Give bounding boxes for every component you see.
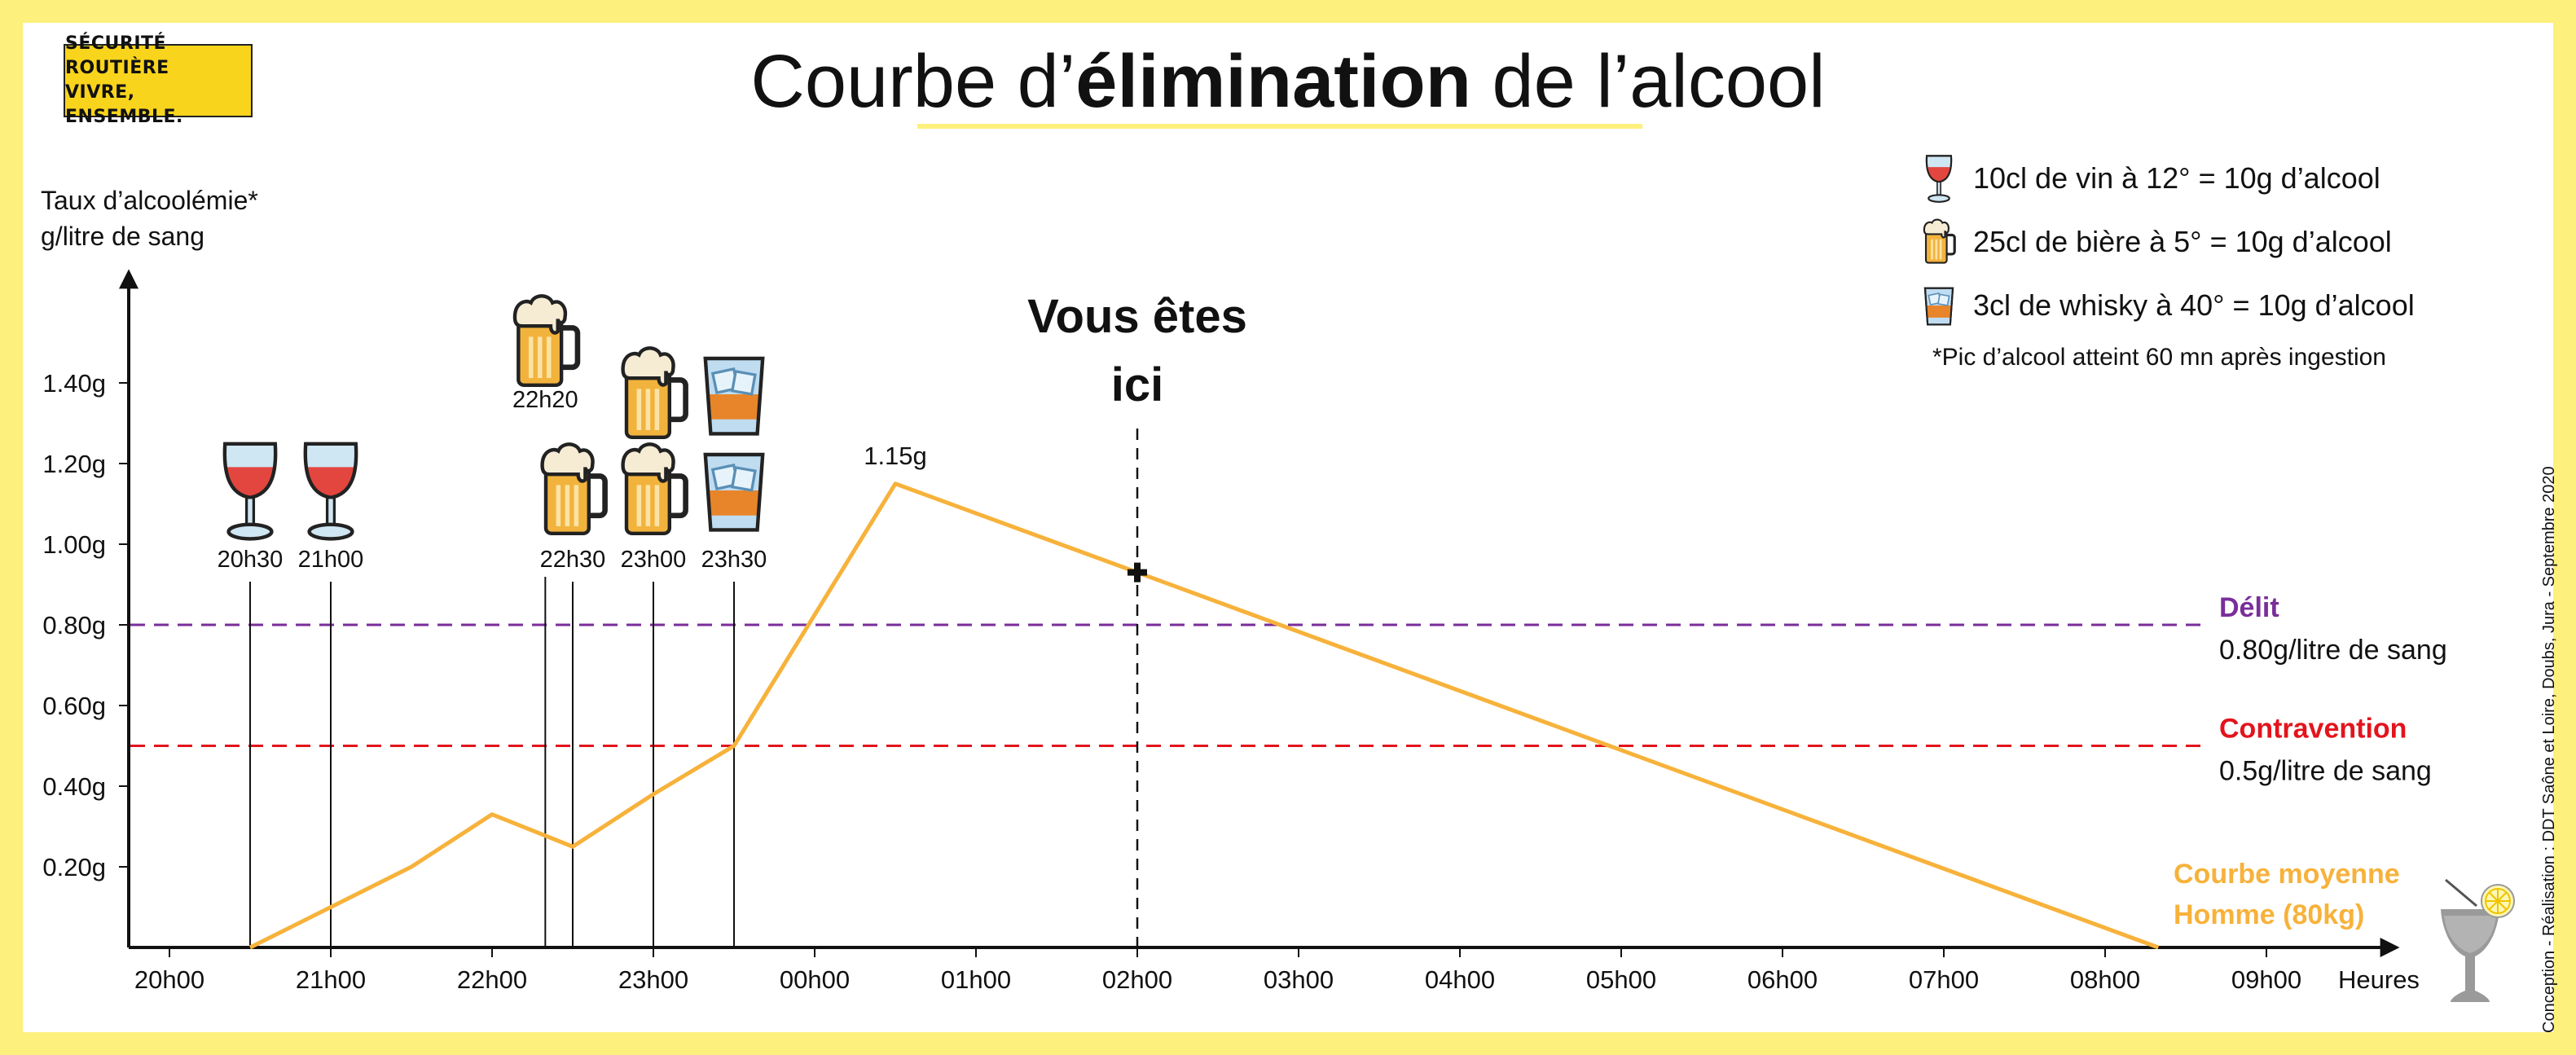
current-time-layer: Vous êtes ici (1027, 290, 1247, 947)
x-tick-label: 06h00 (1747, 965, 1818, 994)
x-tick-label: 07h00 (1909, 965, 1979, 994)
page-title: Courbe d’élimination de l’alcool (23, 39, 2553, 125)
x-tick-label: 01h00 (941, 965, 1011, 994)
y-tick-label: 0.20g (42, 853, 106, 881)
legend-label-beer: 25cl de bière à 5° = 10g d’alcool (1973, 225, 2392, 258)
drink-lines (249, 577, 735, 947)
beer-mug-icon (623, 348, 686, 437)
beer-mug-icon (543, 444, 605, 533)
bac-curve (248, 481, 2160, 950)
beer-mug-icon (1923, 218, 1956, 264)
y-tick-label: 0.40g (42, 772, 106, 801)
drink-icons: 20h30 21h00 22h20 22h30 23h00 23h30 (218, 296, 767, 573)
title-bold: élimination (1075, 40, 1471, 123)
drink-time-label: 23h00 (621, 547, 687, 573)
y-tick-label: 1.40g (42, 369, 106, 398)
credit-text: Conception - Réalisation : DDT Saône et … (2540, 466, 2558, 1033)
beer-mug-icon (623, 444, 686, 533)
current-label-line1: Vous êtes (1027, 290, 1247, 343)
threshold-title: Contravention (2219, 714, 2407, 745)
threshold-subtitle: 0.80g/litre de sang (2219, 635, 2447, 666)
x-tick-label: 03h00 (1264, 965, 1334, 994)
title-after: de l’alcool (1470, 40, 1826, 123)
alcohol-elimination-chart: Délit 0.80g/litre de sang Contravention 0.5… (42, 269, 2515, 1002)
legend-item-wine: 10cl de vin à 12° = 10g d’alcool (1921, 147, 2415, 210)
y-tick-label: 1.20g (42, 450, 106, 478)
drink-time-label: 23h30 (701, 547, 767, 573)
legend-note: *Pic d’alcool atteint 60 mn après ingest… (1932, 344, 2386, 371)
title-before: Courbe d’ (750, 40, 1076, 123)
y-tick-label: 0.80g (42, 611, 106, 640)
x-tick-label: 04h00 (1425, 965, 1495, 994)
current-label-line2: ici (1111, 358, 1164, 411)
whisky-glass-icon (706, 455, 763, 530)
x-tick-label: 23h00 (618, 965, 688, 994)
y-tick-label: 0.60g (42, 692, 106, 720)
axes: 20h00 21h00 22h00 23h00 00h00 01h00 02h00 03h00… (42, 269, 2420, 994)
wine-glass-icon (1925, 155, 1953, 203)
whisky-glass-icon (706, 358, 763, 433)
y-axis-label-line2: g/litre de sang (41, 222, 205, 251)
peak-label: 1.15g (864, 442, 927, 470)
series-name-line1: Courbe moyenne (2174, 859, 2400, 890)
threshold-title: Délit (2219, 592, 2279, 623)
legend-item-beer: 25cl de bière à 5° = 10g d’alcool (1921, 210, 2415, 274)
drink-time-label: 21h00 (298, 547, 364, 573)
x-axis-label: Heures (2338, 965, 2420, 994)
title-underline (917, 124, 1642, 129)
logo-line1: SÉCURITÉ ROUTIÈRE (65, 33, 169, 78)
poster: SÉCURITÉ ROUTIÈRE VIVRE, ENSEMBLE. Courb… (23, 23, 2558, 1033)
x-tick-label: 02h00 (1102, 965, 1172, 994)
y-axis-label-line1: Taux d’alcoolémie* (41, 186, 258, 215)
curve-layer: 1.15g Courbe moyenne Homme (80kg) (248, 442, 2400, 950)
legend-item-whisky: 3cl de whisky à 40° = 10g d’alcool (1921, 274, 2415, 337)
x-tick-label: 22h00 (457, 965, 527, 994)
threshold-subtitle: 0.5g/litre de sang (2219, 756, 2432, 787)
legend: 10cl de vin à 12° = 10g d’alcool 25cl de… (1921, 147, 2415, 371)
x-tick-label: 00h00 (780, 965, 850, 994)
series-name-line2: Homme (80kg) (2174, 899, 2364, 930)
y-axis-label: Taux d’alcoolémie* g/litre de sang (41, 182, 258, 254)
x-tick-label: 05h00 (1586, 965, 1656, 994)
current-position-marker (1128, 562, 1147, 582)
drink-time-label: 22h20 (512, 387, 578, 413)
x-tick-label: 21h00 (296, 965, 366, 994)
legend-label-whisky: 3cl de whisky à 40° = 10g d’alcool (1973, 288, 2415, 322)
y-tick-label: 1.00g (42, 530, 106, 559)
threshold-lines: Délit 0.80g/litre de sang Contravention 0.5… (130, 592, 2447, 787)
whisky-glass-icon (1923, 287, 1954, 326)
drink-time-label: 22h30 (540, 547, 606, 573)
wine-glass-icon (306, 444, 356, 539)
wine-glass-icon (225, 444, 275, 539)
logo-line2: VIVRE, ENSEMBLE. (65, 82, 183, 127)
beer-mug-icon (515, 296, 578, 385)
x-tick-label: 08h00 (2070, 965, 2140, 994)
cocktail-glass-icon (2441, 878, 2515, 1002)
drink-time-label: 20h30 (218, 547, 284, 573)
x-tick-label: 20h00 (134, 965, 204, 994)
legend-label-wine: 10cl de vin à 12° = 10g d’alcool (1973, 161, 2380, 195)
securite-routiere-logo: SÉCURITÉ ROUTIÈRE VIVRE, ENSEMBLE. (64, 33, 253, 127)
x-tick-label: 09h00 (2231, 965, 2301, 994)
